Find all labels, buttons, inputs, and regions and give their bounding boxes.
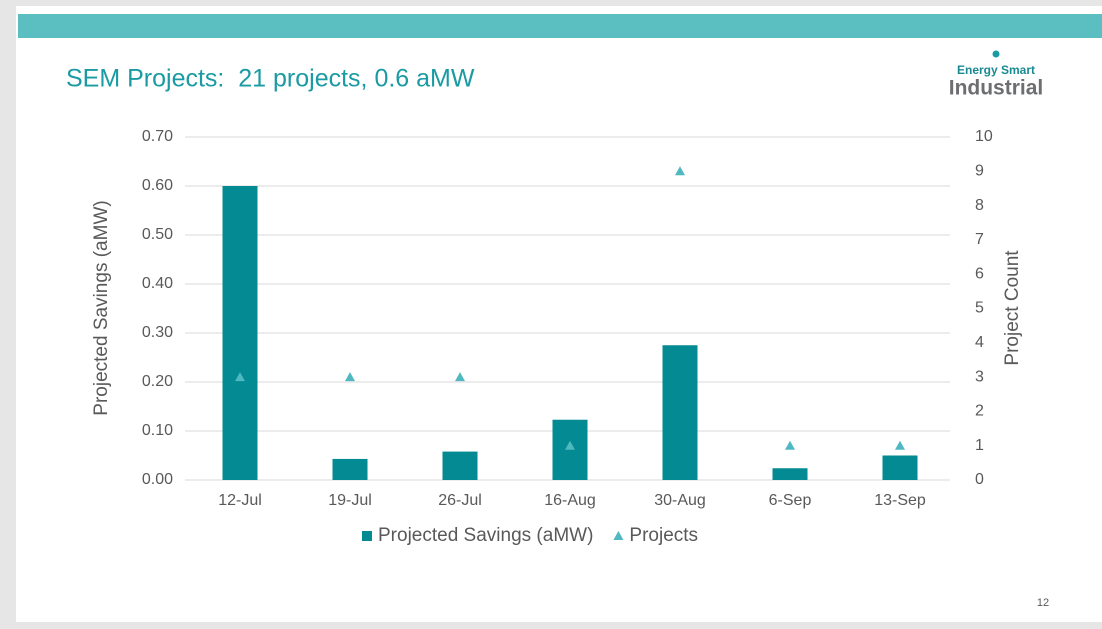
bar [222, 186, 258, 480]
y2-tick-label: 4 [975, 334, 984, 351]
y2-axis-label: Project Count [1002, 250, 1023, 366]
y2-tick-label: 10 [975, 128, 993, 145]
y-tick-label: 0.40 [142, 275, 173, 292]
marker [235, 372, 245, 382]
y2-tick-label: 0 [975, 471, 984, 488]
y-tick-label: 0.70 [142, 128, 173, 145]
bar [552, 419, 588, 480]
legend-swatch [362, 531, 372, 541]
y2-tick-label: 1 [975, 437, 984, 454]
bar [332, 458, 368, 480]
top-bar [18, 14, 1102, 38]
marker [455, 372, 465, 382]
bar [662, 345, 698, 480]
x-tick-label: 30-Aug [654, 492, 706, 509]
marker [785, 440, 795, 450]
y2-tick-label: 9 [975, 163, 984, 180]
y-tick-label: 0.30 [142, 324, 173, 341]
marker [675, 166, 685, 176]
y-tick-label: 0.00 [142, 471, 173, 488]
slide-body [16, 6, 1102, 622]
y2-tick-label: 5 [975, 300, 984, 317]
x-tick-label: 12-Jul [218, 492, 262, 509]
y2-tick-label: 3 [975, 368, 984, 385]
y-tick-label: 0.10 [142, 422, 173, 439]
marker [895, 440, 905, 450]
x-tick-label: 6-Sep [769, 492, 812, 509]
y2-tick-label: 8 [975, 197, 984, 214]
x-tick-label: 13-Sep [874, 492, 926, 509]
logo-bottom: Industrial [949, 77, 1044, 100]
y2-tick-label: 6 [975, 265, 984, 282]
marker [345, 372, 355, 382]
bar [772, 468, 808, 480]
slide-title: SEM Projects: 21 projects, 0.6 aMW [66, 65, 475, 93]
y-tick-label: 0.60 [142, 177, 173, 194]
y-tick-label: 0.20 [142, 373, 173, 390]
page-number: 12 [1037, 597, 1049, 609]
x-tick-label: 16-Aug [544, 492, 596, 509]
legend-label: Projected Savings (aMW) [378, 525, 593, 546]
legend-label: Projects [629, 525, 698, 546]
bar [442, 451, 478, 480]
y-tick-label: 0.50 [142, 226, 173, 243]
x-tick-label: 19-Jul [328, 492, 372, 509]
marker [565, 440, 575, 450]
y2-tick-label: 7 [975, 231, 984, 248]
x-tick-label: 26-Jul [438, 492, 482, 509]
legend-swatch [613, 531, 624, 540]
y-axis-label: Projected Savings (aMW) [91, 200, 112, 415]
bar [882, 455, 918, 480]
logo-top: Energy Smart [957, 63, 1035, 77]
y2-tick-label: 2 [975, 403, 984, 420]
logo-dot [992, 50, 1000, 58]
